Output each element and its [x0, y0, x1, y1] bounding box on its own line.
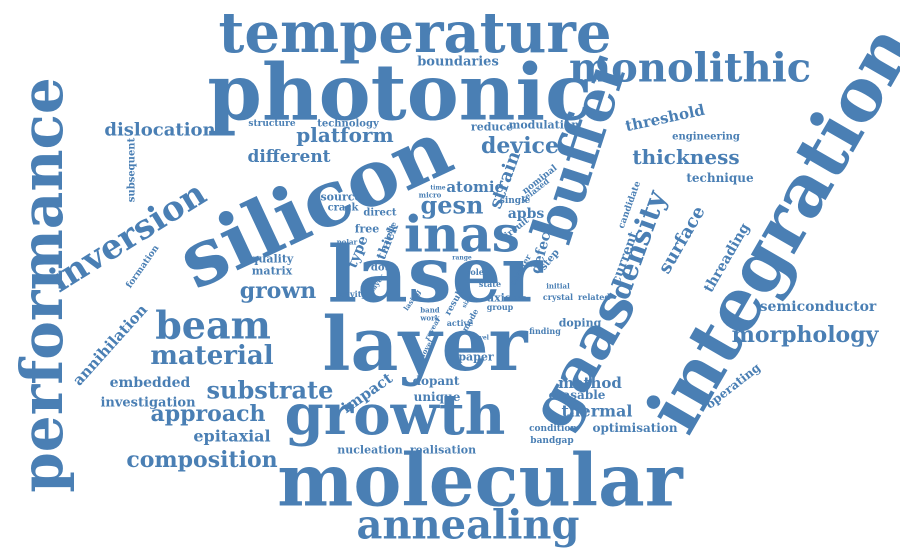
- word-role: role: [466, 267, 484, 277]
- word-state: state: [479, 279, 501, 289]
- word-annealing: annealing: [357, 502, 580, 549]
- word-thickness: thickness: [632, 145, 739, 169]
- word-direct: direct: [363, 208, 397, 219]
- word-composition: composition: [126, 447, 277, 473]
- word-micro: micro: [419, 191, 442, 200]
- word-subsequent: subsequent: [127, 137, 138, 202]
- word-band: band: [420, 306, 440, 315]
- word-novel: novel: [471, 335, 490, 342]
- word-beam: beam: [155, 303, 271, 348]
- word-dislocation: dislocation: [104, 120, 215, 141]
- word-reduce: reduce: [471, 121, 513, 134]
- word-realisation: realisation: [410, 444, 476, 457]
- word-unique: unique: [414, 390, 461, 404]
- word-single: single: [500, 196, 531, 206]
- word-related: related: [578, 292, 610, 302]
- word-finding: finding: [529, 326, 561, 336]
- word-substrate: substrate: [207, 376, 334, 405]
- word-crystal: crystal: [543, 292, 573, 302]
- word-atomic: atomic: [446, 178, 503, 196]
- word-optimisation: optimisation: [592, 421, 677, 435]
- word-gesn: gesn: [420, 191, 483, 220]
- word-thermal: thermal: [561, 402, 632, 421]
- word-inas: inas: [404, 205, 520, 264]
- word-embedded: embedded: [110, 375, 191, 391]
- word-group: group: [487, 302, 514, 312]
- word-condition: condition: [529, 424, 577, 434]
- word-investigation: investigation: [100, 396, 196, 411]
- word-cavity: cavity: [340, 289, 366, 299]
- word-engineering: engineering: [672, 132, 740, 143]
- word-crack: crack: [328, 203, 360, 214]
- word-technique: technique: [686, 171, 754, 185]
- word-approach: approach: [151, 401, 266, 427]
- word-initial: initial: [546, 282, 570, 291]
- word-time: time: [430, 185, 445, 192]
- word-layer: layer: [322, 302, 528, 388]
- word-threshold: threshold: [624, 101, 707, 136]
- word-grown: grown: [240, 278, 317, 304]
- word-platform: platform: [296, 123, 393, 147]
- word-modulation: modulation: [509, 119, 580, 132]
- word-dot: dot: [371, 263, 390, 274]
- word-monolithic: monolithic: [569, 45, 811, 92]
- word-photonic: photonic: [207, 48, 592, 139]
- word-morphology: morphology: [732, 322, 880, 348]
- word-source: source: [320, 191, 361, 204]
- word-dopant: dopant: [413, 374, 460, 388]
- word-growth: growth: [285, 382, 506, 448]
- word-range: range: [452, 255, 472, 262]
- word-laser: laser: [328, 230, 544, 321]
- word-performance: performance: [8, 77, 76, 493]
- word-molecular: molecular: [277, 438, 684, 523]
- word-epitaxial: epitaxial: [193, 427, 270, 446]
- word-polar: polar: [337, 238, 358, 247]
- word-structure: structure: [248, 119, 295, 129]
- word-nucleation: nucleation: [337, 444, 403, 457]
- word-technology: technology: [317, 119, 380, 130]
- word-axis: axis: [487, 292, 511, 305]
- word-free: free: [355, 223, 380, 236]
- word-material: material: [150, 341, 273, 371]
- word-semiconductor: semiconductor: [760, 299, 877, 315]
- word-work: work: [419, 314, 439, 323]
- word-doping: doping: [559, 317, 602, 330]
- word-erasable: erasable: [549, 388, 606, 402]
- word-gap: gap: [514, 295, 526, 302]
- word-device: device: [481, 133, 559, 159]
- word-active: active: [447, 318, 474, 328]
- word-density: density: [603, 185, 673, 303]
- word-matrix: matrix: [252, 265, 293, 278]
- word-apbs: apbs: [508, 206, 545, 222]
- word-paper: paper: [458, 351, 494, 364]
- word-method: method: [558, 374, 622, 392]
- word-bandgap: bandgap: [530, 436, 573, 446]
- word-boundaries: boundaries: [417, 55, 499, 70]
- word-temperature: temperature: [218, 0, 611, 66]
- word-quality: quality: [251, 253, 294, 266]
- word-different: different: [247, 147, 330, 167]
